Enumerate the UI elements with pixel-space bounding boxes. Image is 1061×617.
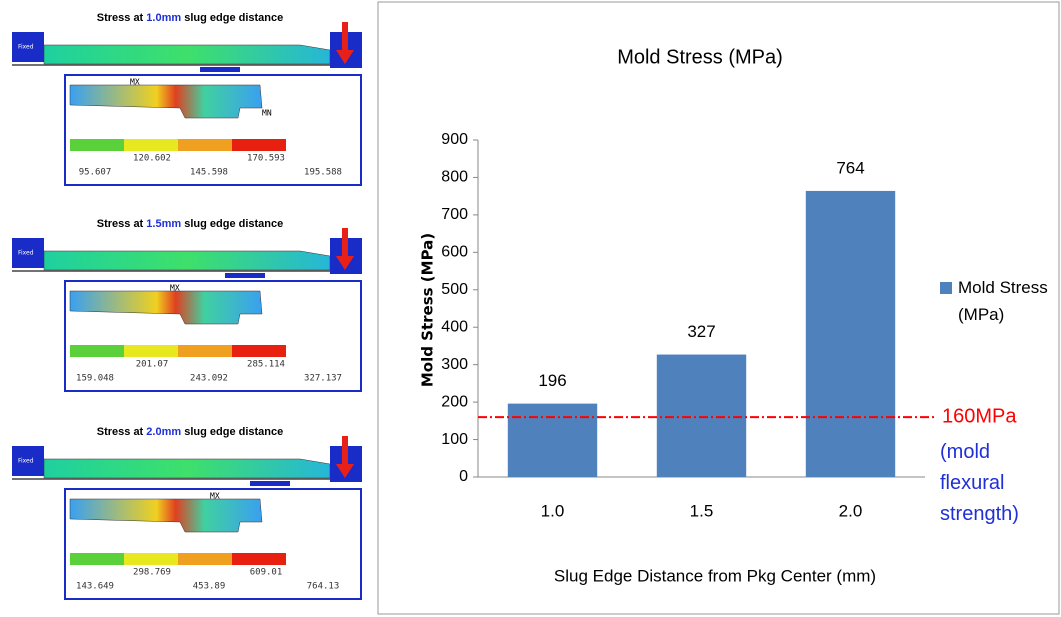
model-strip — [44, 251, 330, 270]
y-tick-label: 500 — [441, 281, 468, 298]
y-tick-label: 200 — [441, 393, 468, 410]
arrow-shaft — [342, 228, 348, 258]
x-tick-label: 1.0 — [541, 501, 565, 520]
colorbar-label: 195.588 — [304, 168, 342, 178]
chart-title: Mold Stress (MPa) — [617, 46, 783, 68]
colorbar-label: 453.89 — [193, 582, 226, 592]
bar — [508, 404, 597, 477]
slug — [225, 273, 265, 278]
title-value: 1.0mm — [146, 12, 181, 24]
reference-label: 160MPa — [942, 405, 1017, 427]
title-prefix: Stress at — [97, 218, 144, 230]
y-tick-label: 400 — [441, 318, 468, 335]
x-tick-label: 2.0 — [839, 501, 863, 520]
y-tick-label: 300 — [441, 356, 468, 373]
reference-note: (mold flexural strength) — [940, 437, 1040, 530]
title-value: 1.5mm — [146, 218, 181, 230]
panel-title: Stress at 1.0mm slug edge distance — [97, 12, 284, 24]
colorbar-segment — [178, 139, 232, 151]
colorbar-segment — [232, 139, 286, 151]
x-tick-label: 1.5 — [690, 501, 714, 520]
colorbar-label: 243.092 — [190, 374, 228, 384]
colorbar-label: 170.593 — [247, 154, 285, 164]
value-label: 327 — [687, 322, 715, 341]
bar — [657, 355, 746, 477]
value-label: 764 — [836, 158, 864, 177]
colorbar-label: 143.649 — [76, 582, 114, 592]
colorbar-segment — [232, 553, 286, 565]
colorbar-segment — [70, 345, 124, 357]
max-label: MX — [130, 78, 140, 87]
y-axis-label: Mold Stress (MPa) — [419, 233, 437, 387]
panel-title: Stress at 2.0mm slug edge distance — [97, 426, 284, 438]
fixed-label: Fixed — [18, 250, 34, 257]
y-tick-label: 600 — [441, 244, 468, 261]
title-prefix: Stress at — [97, 426, 144, 438]
model-strip — [44, 459, 330, 478]
model-strip — [44, 45, 330, 64]
colorbar-segment — [124, 553, 178, 565]
arrow-shaft — [342, 436, 348, 466]
max-label: MX — [170, 284, 180, 293]
panel-title: Stress at 1.5mm slug edge distance — [97, 218, 284, 230]
y-tick-label: 100 — [441, 431, 468, 448]
legend-label: Mold Stress (MPa) — [958, 274, 1061, 328]
title-suffix: slug edge distance — [184, 218, 283, 230]
colorbar-label: 609.01 — [250, 568, 283, 578]
y-tick-label: 0 — [459, 468, 468, 485]
colorbar-segment — [178, 345, 232, 357]
title-value: 2.0mm — [146, 426, 181, 438]
x-axis-label: Slug Edge Distance from Pkg Center (mm) — [554, 566, 876, 585]
colorbar-label: 95.607 — [79, 168, 112, 178]
colorbar-label: 201.07 — [136, 360, 169, 370]
title-prefix: Stress at — [97, 12, 144, 24]
y-tick-label: 900 — [441, 131, 468, 148]
slug — [250, 481, 290, 486]
max-label: MX — [210, 492, 220, 501]
fixed-label: Fixed — [18, 458, 34, 465]
colorbar-label: 764.13 — [307, 582, 340, 592]
colorbar-segment — [232, 345, 286, 357]
colorbar-segment — [124, 139, 178, 151]
y-tick-label: 700 — [441, 206, 468, 223]
figure: Mold Stress (MPa) Slug Edge Distance fro… — [0, 0, 1061, 617]
colorbar-segment — [124, 345, 178, 357]
colorbar-label: 285.114 — [247, 360, 285, 370]
colorbar-segment — [70, 139, 124, 151]
bar — [806, 191, 895, 477]
colorbar-label: 159.048 — [76, 374, 114, 384]
title-suffix: slug edge distance — [184, 426, 283, 438]
value-label: 196 — [538, 371, 566, 390]
legend-swatch — [940, 282, 952, 294]
colorbar-label: 298.769 — [133, 568, 171, 578]
title-suffix: slug edge distance — [184, 12, 283, 24]
colorbar-segment — [70, 553, 124, 565]
slug — [200, 67, 240, 72]
colorbar-label: 120.602 — [133, 154, 171, 164]
min-label: MN — [262, 109, 272, 118]
fixed-label: Fixed — [18, 44, 34, 51]
colorbar-label: 327.137 — [304, 374, 342, 384]
colorbar-segment — [178, 553, 232, 565]
page: Mold Stress (MPa) Slug Edge Distance fro… — [0, 0, 1061, 617]
colorbar-label: 145.598 — [190, 168, 228, 178]
y-tick-label: 800 — [441, 169, 468, 186]
arrow-shaft — [342, 22, 348, 52]
